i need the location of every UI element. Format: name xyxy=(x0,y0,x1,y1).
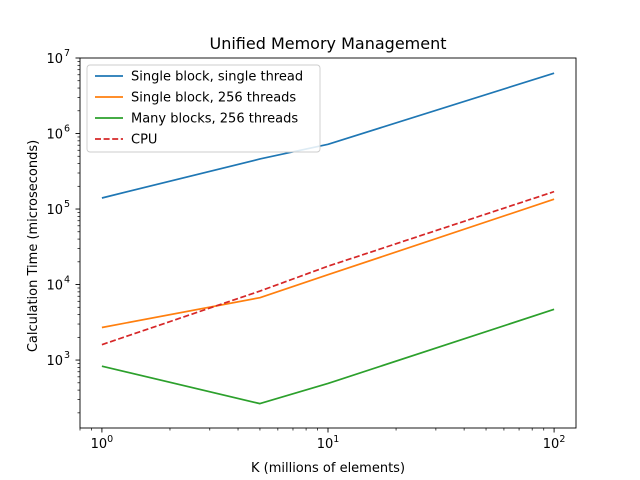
x-axis-ticks: 100 101 102 xyxy=(79,428,566,452)
x-tick-label: 102 xyxy=(543,434,566,452)
y-tick-exponent: 7 xyxy=(64,48,70,59)
series-line-1 xyxy=(101,198,555,329)
legend: Single block, single thread Single block,… xyxy=(86,64,321,153)
legend-label-2: Many blocks, 256 threads xyxy=(131,112,298,127)
series-line-2 xyxy=(101,308,555,405)
plot-frame xyxy=(79,57,577,429)
y-tick-label: 10 xyxy=(46,128,63,143)
y-tick-label: 10 xyxy=(46,279,63,294)
chart-title: Unified Memory Management xyxy=(209,34,446,53)
series-line-3 xyxy=(101,190,555,346)
legend-label-1: Single block, 256 threads xyxy=(131,91,296,106)
y-tick-exponent: 6 xyxy=(64,124,70,135)
legend-label-3: CPU xyxy=(131,133,157,148)
y-tick-label: 10 xyxy=(46,203,63,218)
x-tick-exponent: 1 xyxy=(333,434,339,445)
x-axis-label: K (millions of elements) xyxy=(251,461,405,476)
x-tick-exponent: 2 xyxy=(559,434,565,445)
y-tick-exponent: 5 xyxy=(64,199,70,210)
y-tick-exponent: 3 xyxy=(64,350,70,361)
x-tick-label: 100 xyxy=(91,434,114,452)
y-tick-exponent: 4 xyxy=(64,275,70,286)
y-axis-label: Calculation Time (microseconds) xyxy=(26,140,41,352)
legend-label-0: Single block, single thread xyxy=(131,70,303,85)
legend-box xyxy=(86,64,321,153)
y-tick-label: 10 xyxy=(46,52,63,67)
y-tick-label: 10 xyxy=(46,354,63,369)
x-tick-label: 101 xyxy=(317,434,340,452)
x-tick-exponent: 0 xyxy=(107,434,113,445)
